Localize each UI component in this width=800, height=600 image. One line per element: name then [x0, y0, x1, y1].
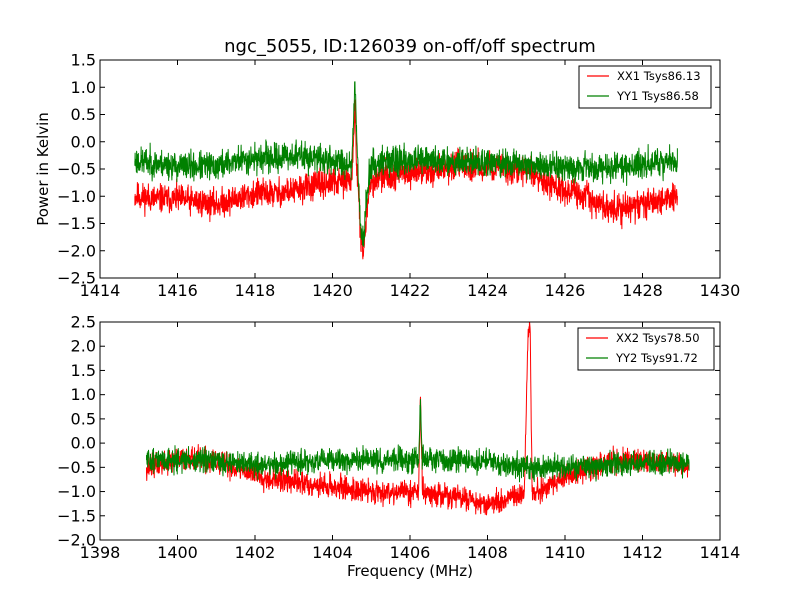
- x-tick-label: 1410: [545, 543, 586, 562]
- y-axis-label: Power in Kelvin: [34, 112, 52, 226]
- y-tick-label: 0.5: [71, 409, 96, 428]
- x-tick-label: 1402: [235, 543, 276, 562]
- y-tick-label: −0.5: [57, 160, 96, 179]
- legend-entry: XX2 Tsys78.50: [616, 331, 700, 345]
- y-tick-label: −1.0: [57, 187, 96, 206]
- x-tick-label: 1422: [390, 281, 431, 300]
- x-tick-label: 1408: [467, 543, 508, 562]
- x-tick-label: 1424: [467, 281, 508, 300]
- y-tick-label: 1.5: [71, 361, 96, 380]
- x-tick-label: 1400: [157, 543, 198, 562]
- bottom-spectrum-panel: 1398 1400 1402 1404 1406 1408 1410 1412 1414 2.5 2…: [57, 313, 740, 581]
- series-line-2: [146, 399, 690, 483]
- y-tick-label: 1.0: [71, 78, 96, 97]
- x-tick-label: 1420: [312, 281, 353, 300]
- y-tick-label: −2.5: [57, 269, 96, 288]
- x-tick-label: 1428: [622, 281, 663, 300]
- x-axis-label: Frequency (MHz): [347, 562, 473, 580]
- y-tick-label: 0.0: [71, 434, 96, 453]
- series-group: [146, 322, 690, 516]
- chart-title: ngc_5055, ID:126039 on-off/off spectrum: [224, 36, 596, 57]
- legend-entry: XX1 Tsys86.13: [617, 69, 701, 83]
- x-tick-label: 1414: [700, 543, 741, 562]
- x-tick-label: 1412: [622, 543, 663, 562]
- legend-entry: YY1 Tsys86.58: [616, 89, 699, 103]
- legend: XX2 Tsys78.50 YY2 Tsys91.72: [577, 327, 715, 371]
- series-group: [134, 81, 678, 260]
- y-tick-label: 1.5: [71, 51, 96, 70]
- y-tick-label: 2.5: [71, 313, 96, 332]
- y-tick-label: 0.5: [71, 105, 96, 124]
- legend-box: [578, 65, 712, 109]
- x-tick-label: 1426: [545, 281, 586, 300]
- x-tick-label: 1414: [80, 281, 121, 300]
- y-tick-label: −0.5: [57, 458, 96, 477]
- y-tick-label: 1.0: [71, 385, 96, 404]
- legend-box: [577, 327, 715, 371]
- x-tick-label: 1398: [80, 543, 121, 562]
- legend-entry: YY2 Tsys91.72: [615, 351, 698, 365]
- x-tick-label: 1416: [157, 281, 198, 300]
- y-tick-label: −1.5: [57, 214, 96, 233]
- y-tick-label: 2.0: [71, 337, 96, 356]
- y-tick-label: 0.0: [71, 132, 96, 151]
- y-tick-label: −1.5: [57, 506, 96, 525]
- series-line-2: [134, 81, 678, 247]
- x-tick-label: 1430: [700, 281, 741, 300]
- x-tick-label: 1404: [312, 543, 353, 562]
- legend: XX1 Tsys86.13 YY1 Tsys86.58: [578, 65, 712, 109]
- y-tick-label: −2.0: [57, 531, 96, 550]
- x-tick-label: 1418: [235, 281, 276, 300]
- y-tick-label: −2.0: [57, 241, 96, 260]
- top-spectrum-panel: 1414 1416 1418 1420 1422 1424 1426 1428 1430 1.5 1…: [34, 36, 740, 300]
- x-tick-label: 1406: [390, 543, 431, 562]
- y-tick-label: −1.0: [57, 482, 96, 501]
